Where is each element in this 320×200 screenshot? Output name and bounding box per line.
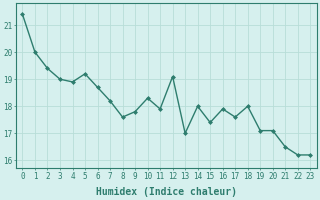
X-axis label: Humidex (Indice chaleur): Humidex (Indice chaleur) bbox=[96, 186, 237, 197]
